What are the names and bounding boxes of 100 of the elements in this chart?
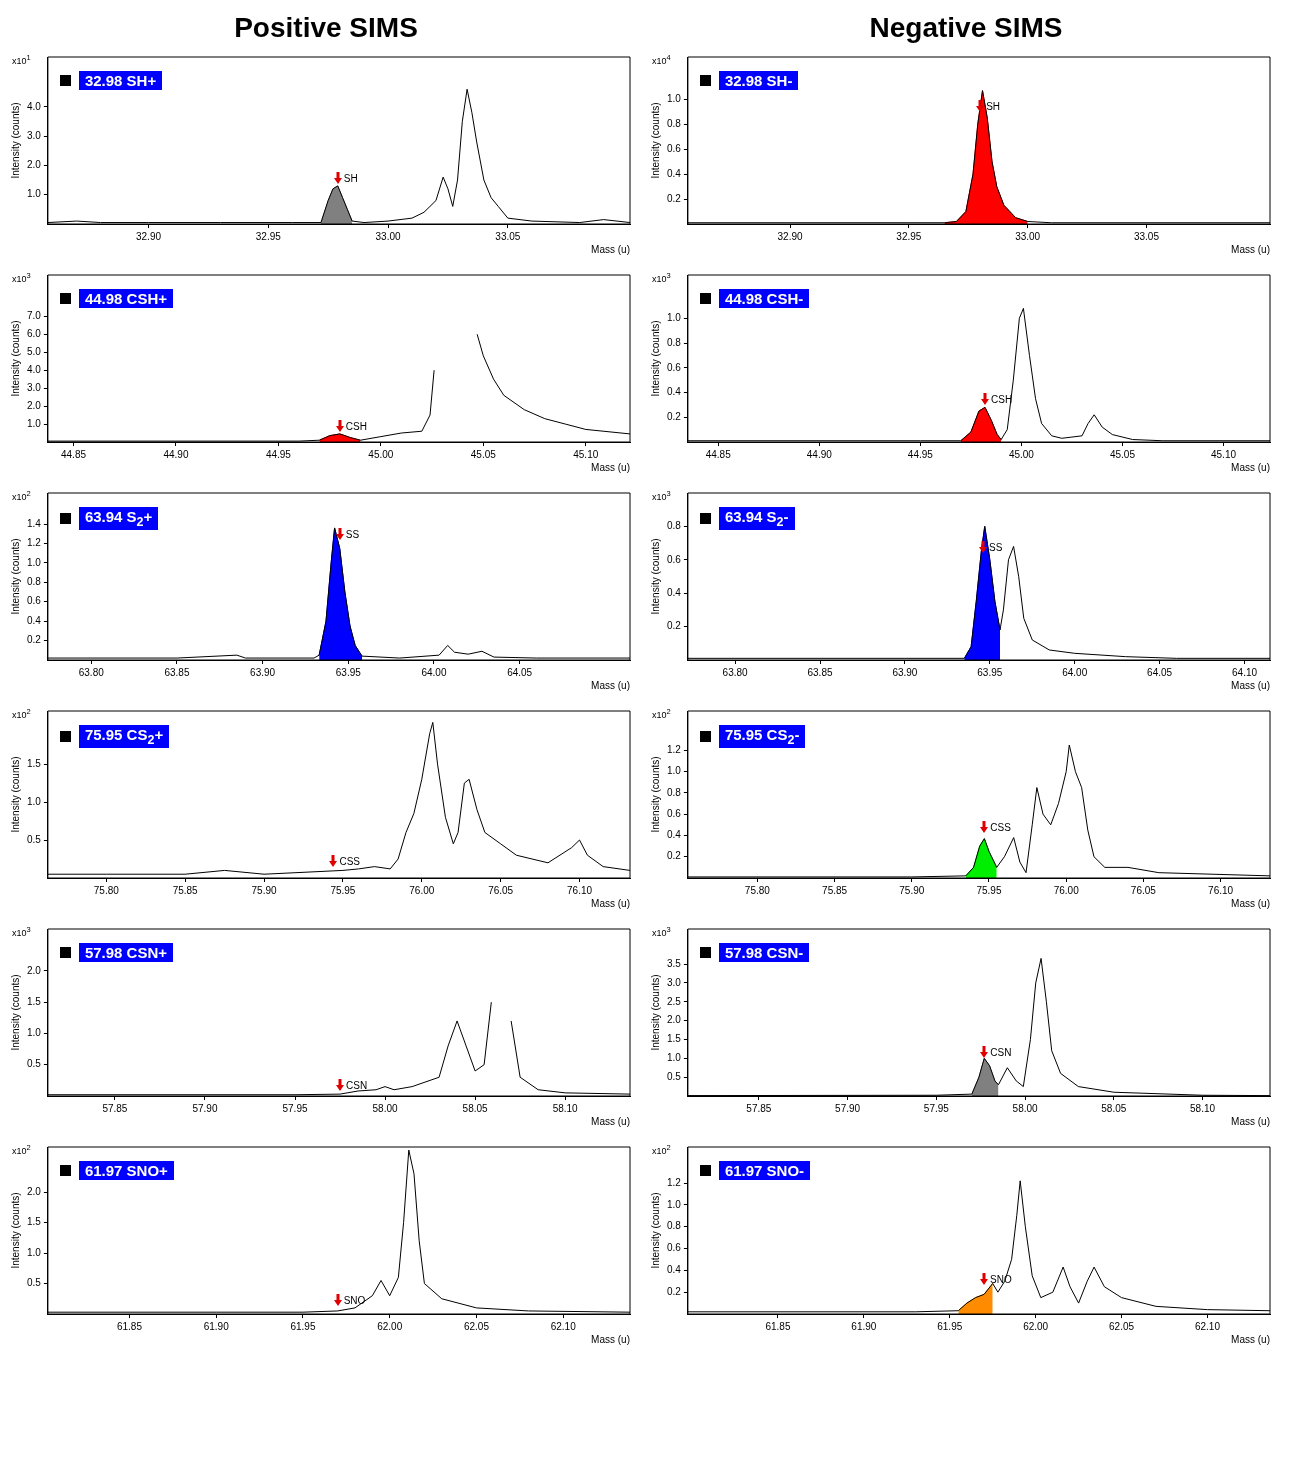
x-tick-label: 58.00 <box>1012 1102 1039 1114</box>
y-tick-label: 3.0 <box>27 129 42 141</box>
x-tick-label: 62.05 <box>1109 1320 1135 1332</box>
y-tick-label: 2.0 <box>27 1185 42 1197</box>
y-tick-label: 1.0 <box>27 417 42 429</box>
y-tick-label: 3.5 <box>667 957 682 969</box>
x-tick-label: 45.05 <box>1109 448 1136 460</box>
x-tick-label: 57.90 <box>192 1102 218 1114</box>
y-tick-label: 4.0 <box>27 363 42 375</box>
y-axis-title: Intensity (counts) <box>9 1192 21 1269</box>
x-tick-label: 45.10 <box>573 448 599 460</box>
x-tick-label: 62.00 <box>377 1320 403 1332</box>
y-tick-label: 1.0 <box>667 1198 682 1210</box>
x-tick-label: 45.05 <box>470 448 497 460</box>
x-tick-label: 76.00 <box>1053 884 1080 896</box>
y-tick-label: 0.2 <box>667 850 682 862</box>
y-tick-label: 1.5 <box>667 1033 682 1045</box>
x-tick-label: 45.10 <box>1211 448 1237 460</box>
x-tick-label: 63.95 <box>977 666 1003 678</box>
y-tick-label: 1.4 <box>27 517 42 529</box>
x-axis-title: Mass (u) <box>591 243 630 255</box>
y-tick-label: 1.0 <box>667 765 682 777</box>
annotation: CSH <box>345 420 367 432</box>
x-tick-label: 58.10 <box>552 1102 579 1114</box>
y-tick-label: 3.0 <box>667 976 682 988</box>
x-tick-label: 44.90 <box>806 448 833 460</box>
x-tick-label: 76.05 <box>488 884 514 896</box>
text: x10$^{3}$ <box>12 925 31 938</box>
x-axis-title: Mass (u) <box>1231 1333 1270 1345</box>
x-tick-label: 61.95 <box>290 1320 316 1332</box>
x-tick-label: 64.10 <box>1232 666 1258 678</box>
y-tick-label: 1.0 <box>667 1052 682 1064</box>
legend-label: 63.94 S$_{2}$- <box>718 507 795 530</box>
legend-label: 75.95 CS$_{2}$+ <box>78 725 170 748</box>
x-tick-label: 33.05 <box>495 230 521 242</box>
x-axis-title: Mass (u) <box>591 679 630 691</box>
y-tick-label: 0.8 <box>667 118 682 130</box>
y-tick-label: 4.0 <box>27 100 42 112</box>
legend-label: 61.97 SNO+ <box>78 1161 174 1180</box>
x-tick-label: 58.10 <box>1190 1102 1216 1114</box>
y-tick-label: 0.4 <box>667 1264 682 1276</box>
annotation: SS <box>345 528 360 540</box>
text: x10$^{2}$ <box>12 489 31 502</box>
x-axis-title: Mass (u) <box>591 1333 630 1345</box>
text: x10$^{3}$ <box>652 925 671 938</box>
y-tick-label: 1.0 <box>667 312 682 324</box>
y-axis-title: Intensity (counts) <box>649 320 661 397</box>
annotation: SNO <box>990 1273 1012 1285</box>
y-axis-title: Intensity (counts) <box>649 974 661 1051</box>
x-axis-title: Mass (u) <box>591 897 630 909</box>
y-tick-label: 2.0 <box>27 399 42 411</box>
x-tick-label: 44.85 <box>61 448 87 460</box>
x-tick-label: 58.00 <box>372 1102 398 1114</box>
y-axis-title: Intensity (counts) <box>649 538 661 615</box>
x-tick-label: 57.95 <box>923 1102 950 1114</box>
y-tick-label: 0.2 <box>667 620 682 632</box>
y-tick-label: 0.6 <box>667 807 682 819</box>
x-tick-label: 61.90 <box>203 1320 230 1332</box>
x-tick-label: 62.10 <box>1194 1320 1221 1332</box>
text: x10$^{1}$ <box>12 53 31 66</box>
x-tick-label: 58.05 <box>1101 1102 1127 1114</box>
y-tick-label: 0.2 <box>27 634 42 646</box>
legend-label: 32.98 SH- <box>718 71 799 90</box>
x-axis-title: Mass (u) <box>1231 461 1270 473</box>
x-tick-label: 63.80 <box>78 666 105 678</box>
y-tick-label: 1.2 <box>667 744 682 756</box>
x-tick-label: 44.95 <box>265 448 292 460</box>
y-tick-label: 0.5 <box>27 1277 42 1289</box>
x-tick-label: 64.05 <box>507 666 533 678</box>
x-axis-title: Mass (u) <box>1231 679 1270 691</box>
text: x10$^{3}$ <box>652 271 671 284</box>
chart-title: Positive SIMS <box>233 11 419 45</box>
annotation: SNO <box>343 1294 366 1306</box>
x-tick-label: 57.95 <box>282 1102 308 1114</box>
legend-label: 32.98 SH+ <box>78 71 163 90</box>
x-tick-label: 44.95 <box>907 448 934 460</box>
x-axis-title: Mass (u) <box>1231 1115 1270 1127</box>
y-tick-label: 0.4 <box>667 586 682 598</box>
x-tick-label: 32.95 <box>896 230 922 242</box>
text: x10$^{3}$ <box>652 489 671 502</box>
y-axis-title: Intensity (counts) <box>9 320 21 397</box>
text: x10$^{3}$ <box>12 271 31 284</box>
y-tick-label: 1.5 <box>27 1216 42 1228</box>
y-tick-label: 2.0 <box>667 1014 682 1026</box>
x-tick-label: 63.80 <box>722 666 749 678</box>
y-tick-label: 5.0 <box>27 345 42 357</box>
x-tick-label: 57.85 <box>102 1102 128 1114</box>
x-tick-label: 63.95 <box>335 666 362 678</box>
annotation: SH <box>986 101 1001 113</box>
y-tick-label: 1.0 <box>27 556 42 568</box>
y-axis-title: Intensity (counts) <box>9 538 21 615</box>
y-tick-label: 1.0 <box>27 795 42 807</box>
y-tick-label: 2.5 <box>667 995 682 1007</box>
text: x10$^{2}$ <box>12 1143 31 1156</box>
x-tick-label: 33.00 <box>1015 230 1041 242</box>
y-tick-label: 0.2 <box>667 192 682 204</box>
y-axis-title: Intensity (counts) <box>9 974 21 1051</box>
x-tick-label: 44.90 <box>163 448 189 460</box>
y-tick-label: 0.8 <box>667 336 682 348</box>
x-tick-label: 63.85 <box>807 666 833 678</box>
